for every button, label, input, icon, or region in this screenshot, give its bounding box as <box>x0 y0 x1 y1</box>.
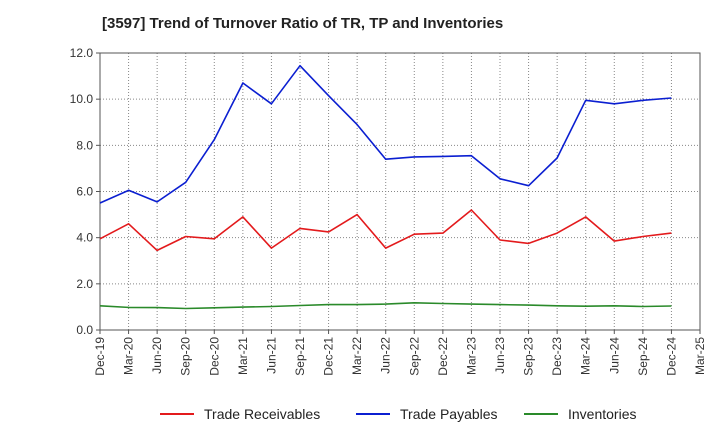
x-tick-label: Jun-20 <box>150 337 164 374</box>
y-tick-label: 0.0 <box>76 323 93 337</box>
y-tick-label: 12.0 <box>70 46 94 60</box>
x-tick-label: Mar-21 <box>236 337 250 375</box>
x-tick-label: Dec-21 <box>322 337 336 376</box>
x-tick-label: Dec-19 <box>93 337 107 376</box>
x-tick-label: Dec-23 <box>550 337 564 376</box>
y-tick-label: 10.0 <box>70 92 94 106</box>
chart-title: [3597] Trend of Turnover Ratio of TR, TP… <box>102 15 504 32</box>
x-tick-label: Dec-20 <box>207 337 221 376</box>
x-tick-label: Mar-25 <box>693 337 707 375</box>
x-tick-label: Mar-24 <box>579 337 593 375</box>
y-tick-label: 2.0 <box>76 277 93 291</box>
x-tick-label: Sep-22 <box>407 337 421 376</box>
series-line-inventories <box>99 301 672 310</box>
y-tick-label: 4.0 <box>76 231 93 245</box>
x-tick-label: Sep-21 <box>293 337 307 376</box>
x-tick-label: Sep-20 <box>179 337 193 376</box>
x-tick-label: Mar-23 <box>464 337 478 375</box>
series-line-trade-payables <box>99 64 672 204</box>
x-tick-label: Jun-22 <box>379 337 393 374</box>
legend-label: Inventories <box>568 406 636 422</box>
legend-label: Trade Payables <box>400 406 498 422</box>
x-tick-label: Dec-22 <box>436 337 450 376</box>
x-tick-label: Mar-22 <box>350 337 364 375</box>
x-tick-label: Jun-21 <box>264 337 278 374</box>
x-tick-label: Dec-24 <box>664 337 678 376</box>
x-tick-label: Jun-23 <box>493 337 507 374</box>
legend-label: Trade Receivables <box>204 406 320 422</box>
x-tick-label: Jun-24 <box>607 337 621 374</box>
x-tick-label: Sep-23 <box>522 337 536 376</box>
x-tick-label: Mar-20 <box>122 337 136 375</box>
y-tick-label: 6.0 <box>76 185 93 199</box>
series-line-trade-receivables <box>99 209 672 252</box>
y-tick-label: 8.0 <box>76 138 93 152</box>
x-tick-label: Sep-24 <box>636 337 650 376</box>
